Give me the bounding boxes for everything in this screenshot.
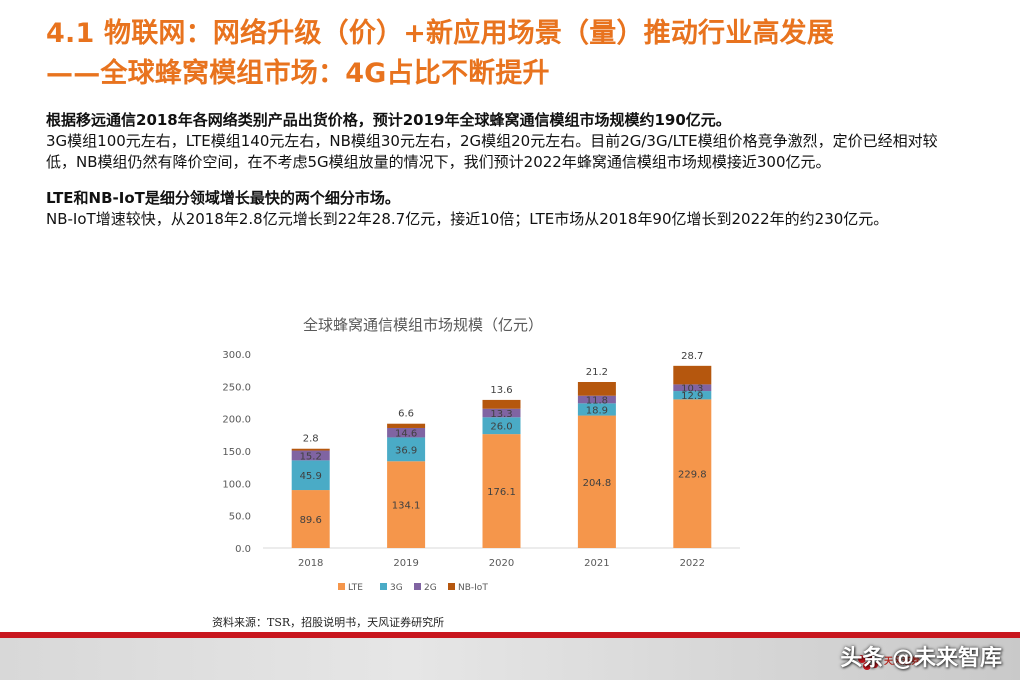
paragraph-fastest-segments: LTE和NB-IoT是细分领域增长最快的两个细分市场。	[46, 189, 400, 207]
bar-segment	[577, 395, 616, 404]
y-tick-label: 250.0	[222, 382, 251, 393]
bar-segment	[387, 461, 426, 548]
slide-title-line1: 4.1 物联网：网络升级（价）+新应用场景（量）推动行业高发展	[46, 18, 835, 49]
bar-segment	[291, 448, 330, 451]
data-label: 6.6	[398, 409, 414, 420]
market-size-chart: 全球蜂窝通信模组市场规模（亿元） 0.0 50.0 100.0 150.0 200.0 25…	[205, 305, 765, 605]
legend-swatch	[448, 583, 455, 590]
data-label: 21.2	[586, 367, 608, 378]
bar-segment	[482, 434, 521, 548]
data-label: 10.3	[681, 384, 703, 395]
data-label: 12.9	[681, 391, 703, 402]
slide-title: 4.1 物联网：网络升级（价）+新应用场景（量）推动行业高发展 ——全球蜂窝模组…	[46, 14, 834, 94]
bar-segment	[577, 403, 616, 416]
bar-segment	[291, 450, 330, 461]
bar-segment	[673, 365, 712, 385]
brand-name: 天风证券	[884, 657, 921, 667]
legend-label: 3G	[390, 583, 403, 593]
y-tick-label: 100.0	[222, 479, 251, 490]
y-tick-label: 200.0	[222, 415, 251, 426]
data-label: 2.8	[303, 434, 319, 445]
x-tick-label: 2020	[489, 558, 514, 569]
paragraph-nbiot-lte-growth: NB-IoT增速较快，从2018年2.8亿元增长到22年28.7亿元，接近10倍…	[46, 210, 889, 228]
bar-segment	[291, 460, 330, 491]
data-label: 45.9	[300, 471, 322, 482]
body-text: 根据移远通信2018年各网络类别产品出货价格，预计2019年全球蜂窝通信模组市场…	[46, 110, 966, 230]
data-label: 28.7	[681, 351, 703, 362]
data-label: 15.2	[300, 451, 322, 462]
y-tick-label: 0.0	[235, 544, 251, 555]
bar-segment	[482, 408, 521, 418]
data-label: 229.8	[678, 470, 707, 481]
data-label: 89.6	[300, 515, 322, 526]
legend-swatch	[338, 583, 345, 590]
bar-segment	[387, 427, 426, 438]
tianfeng-logo-icon	[858, 655, 878, 670]
y-tick-label: 150.0	[222, 447, 251, 458]
data-label: 18.9	[586, 405, 608, 416]
data-label: 176.1	[487, 487, 516, 498]
legend-swatch	[380, 583, 387, 590]
y-tick-label: 300.0	[222, 350, 251, 361]
legend-label: 2G	[424, 583, 437, 593]
bar-segment	[291, 490, 330, 548]
y-tick-label: 50.0	[229, 512, 251, 523]
watermark: 头条 @未来智库	[840, 646, 1002, 671]
bar-segment	[482, 417, 521, 435]
bar-segment	[387, 437, 426, 462]
bar-segment	[673, 399, 712, 548]
data-label: 204.8	[583, 478, 612, 489]
source-note: 资料来源：TSR，招股说明书，天风证券研究所	[212, 616, 445, 629]
bar-segment	[577, 415, 616, 548]
chart-title: 全球蜂窝通信模组市场规模（亿元）	[303, 316, 543, 334]
footer-accent-line	[0, 632, 1020, 638]
x-tick-label: 2022	[680, 558, 705, 569]
paragraph-gap	[46, 173, 966, 188]
bar-segment	[482, 399, 521, 409]
legend-label: NB-IoT	[458, 583, 488, 593]
data-label: 14.6	[395, 429, 417, 440]
data-label: 13.6	[490, 385, 512, 396]
legend-swatch	[414, 583, 421, 590]
bar-segment	[673, 391, 712, 400]
data-label: 11.8	[586, 396, 608, 407]
data-label: 26.0	[490, 422, 512, 433]
market-size-chart-svg: 全球蜂窝通信模组市场规模（亿元） 0.0 50.0 100.0 150.0 200.0 25…	[222, 316, 740, 593]
bar-segment	[577, 382, 616, 396]
x-tick-label: 2018	[298, 558, 323, 569]
data-label: 13.3	[490, 409, 512, 420]
paragraph-market-size-2019: 根据移远通信2018年各网络类别产品出货价格，预计2019年全球蜂窝通信模组市场…	[46, 111, 731, 129]
bar-segment	[673, 384, 712, 392]
slide-title-line2: ——全球蜂窝模组市场：4G占比不断提升	[46, 58, 550, 89]
x-tick-label: 2021	[584, 558, 609, 569]
x-tick-label: 2019	[393, 558, 418, 569]
data-label: 36.9	[395, 445, 417, 456]
legend-label: LTE	[348, 583, 363, 593]
paragraph-module-prices: 3G模组100元左右，LTE模组140元左右，NB模组30元左右，2G模组20元…	[46, 132, 938, 171]
bar-segment	[387, 423, 426, 428]
data-label: 134.1	[392, 501, 421, 512]
footer-bar: 天风证券 头条 @未来智库	[0, 632, 1020, 680]
